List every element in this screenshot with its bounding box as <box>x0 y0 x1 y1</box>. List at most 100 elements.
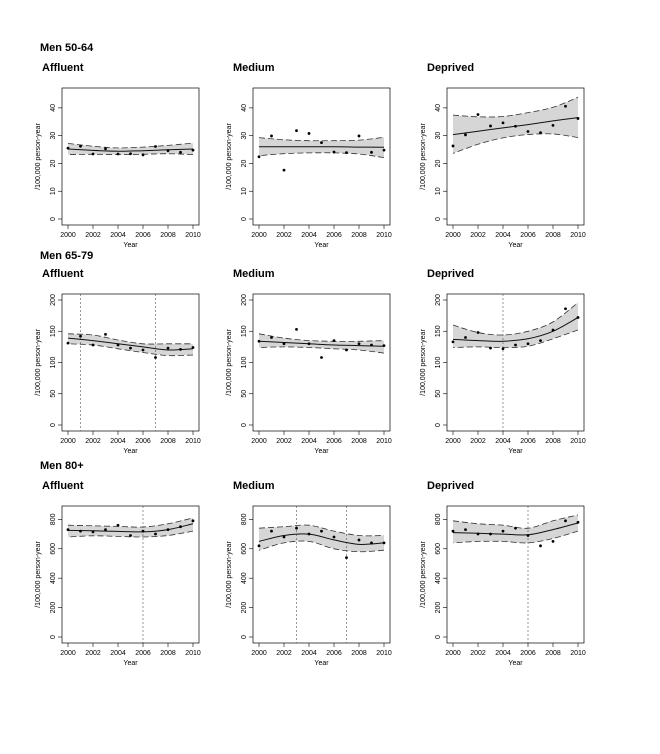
y-tick-label: 20 <box>435 159 442 167</box>
y-axis-label: /100,000 person-year <box>420 123 427 190</box>
data-point <box>307 132 311 135</box>
y-tick-label: 400 <box>50 572 57 584</box>
data-point <box>501 121 505 125</box>
x-tick-label: 2002 <box>276 650 292 657</box>
x-tick-label: 2000 <box>445 232 461 239</box>
x-tick-label: 2000 <box>251 650 267 657</box>
x-tick-label: 2004 <box>301 650 317 657</box>
group-title-men-50-64: Men 50-64 <box>40 42 94 54</box>
panel-title: Deprived <box>427 268 475 280</box>
data-point <box>257 544 261 548</box>
y-tick-label: 150 <box>50 325 57 337</box>
x-tick-label: 2002 <box>470 232 486 239</box>
ci-upper-line <box>67 142 194 149</box>
y-tick-label: 0 <box>241 423 248 427</box>
data-point <box>357 342 361 346</box>
chart-panel: 0 200 400 600 800 2000 2002 2004 2006 2008 2010 Yea… <box>35 505 201 667</box>
data-point <box>91 152 95 156</box>
data-point <box>332 339 336 343</box>
data-point <box>564 519 567 523</box>
data-point <box>270 134 273 138</box>
data-point <box>66 146 70 150</box>
plot-frame <box>61 505 200 644</box>
y-tick-label: 0 <box>241 217 248 221</box>
data-point <box>116 523 120 527</box>
y-tick-label: 10 <box>241 187 248 195</box>
y-tick-label: 20 <box>241 159 248 167</box>
x-tick-label: 2004 <box>301 438 317 445</box>
x-tick-label: 2002 <box>276 232 292 239</box>
x-tick-label: 2004 <box>495 232 511 239</box>
x-tick-label: 2000 <box>251 232 267 239</box>
chart-panel: 0 200 400 600 800 2000 2002 2004 2006 2008 2010 Yea… <box>226 505 392 667</box>
y-tick-label: 30 <box>241 132 248 140</box>
x-tick-label: 2010 <box>185 650 201 657</box>
data-point <box>489 124 492 128</box>
data-point <box>526 534 530 537</box>
group-title-men-65-79: Men 65-79 <box>40 250 94 262</box>
data-point <box>179 525 182 529</box>
y-tick-label: 800 <box>50 513 57 525</box>
data-point <box>501 529 505 533</box>
x-tick-label: 2000 <box>445 438 461 445</box>
data-point <box>551 123 555 127</box>
x-tick-label: 2010 <box>376 438 392 445</box>
ci-upper-line <box>67 517 194 528</box>
chart-panel: 0 200 400 600 800 2000 2002 2004 2006 2008 2010 Yea… <box>420 505 586 667</box>
data-point <box>79 334 82 338</box>
data-point <box>489 532 492 536</box>
confidence-band <box>453 302 578 348</box>
y-tick-label: 200 <box>435 602 442 614</box>
data-point <box>564 104 567 108</box>
panel-title: Medium <box>233 62 275 74</box>
y-tick-label: 0 <box>435 217 442 221</box>
y-axis-label: /100,000 person-year <box>35 329 42 396</box>
data-point <box>270 336 273 339</box>
y-tick-label: 0 <box>50 217 57 221</box>
y-tick-label: 200 <box>241 294 248 306</box>
data-point <box>382 541 386 545</box>
chart-panel: 0 10 20 30 40 2000 2002 2004 2006 2008 2010 Year/10… <box>35 87 201 249</box>
data-point <box>526 130 530 133</box>
data-point <box>166 528 170 532</box>
data-point <box>464 336 467 339</box>
data-point <box>191 519 195 523</box>
data-point <box>345 151 348 155</box>
panel-title: Medium <box>233 268 275 280</box>
x-tick-label: 2010 <box>376 650 392 657</box>
confidence-band <box>259 137 384 158</box>
x-tick-label: 2000 <box>60 438 76 445</box>
x-tick-label: 2004 <box>495 438 511 445</box>
y-axis-label: /100,000 person-year <box>35 541 42 608</box>
x-tick-label: 2006 <box>135 438 151 445</box>
data-point <box>282 342 286 346</box>
data-point <box>191 346 195 349</box>
y-tick-label: 10 <box>435 187 442 195</box>
y-tick-label: 30 <box>435 132 442 140</box>
y-tick-label: 600 <box>241 543 248 555</box>
data-point <box>179 150 182 154</box>
data-point <box>370 541 373 545</box>
x-tick-label: 2006 <box>520 438 536 445</box>
x-tick-label: 2006 <box>520 232 536 239</box>
data-point <box>514 124 517 128</box>
y-tick-label: 10 <box>50 187 57 195</box>
x-tick-label: 2002 <box>470 650 486 657</box>
data-point <box>551 540 555 543</box>
ci-upper-line <box>452 96 579 118</box>
y-axis-label: /100,000 person-year <box>226 329 233 396</box>
x-tick-label: 2000 <box>251 438 267 445</box>
data-point <box>345 348 348 352</box>
data-point <box>514 343 517 347</box>
x-tick-label: 2002 <box>85 438 101 445</box>
data-point <box>257 155 261 159</box>
x-tick-label: 2006 <box>135 650 151 657</box>
y-axis-label: /100,000 person-year <box>420 329 427 396</box>
y-tick-label: 50 <box>241 390 248 398</box>
x-tick-label: 2008 <box>545 650 561 657</box>
chart-panel: 0 50 100 150 200 2000 2002 2004 2006 2008 2010 Year… <box>420 293 586 455</box>
data-point <box>451 529 455 533</box>
data-point <box>464 133 467 137</box>
chart-panel: 0 50 100 150 200 2000 2002 2004 2006 2008 2010 Year… <box>226 293 392 455</box>
x-tick-label: 2004 <box>495 650 511 657</box>
